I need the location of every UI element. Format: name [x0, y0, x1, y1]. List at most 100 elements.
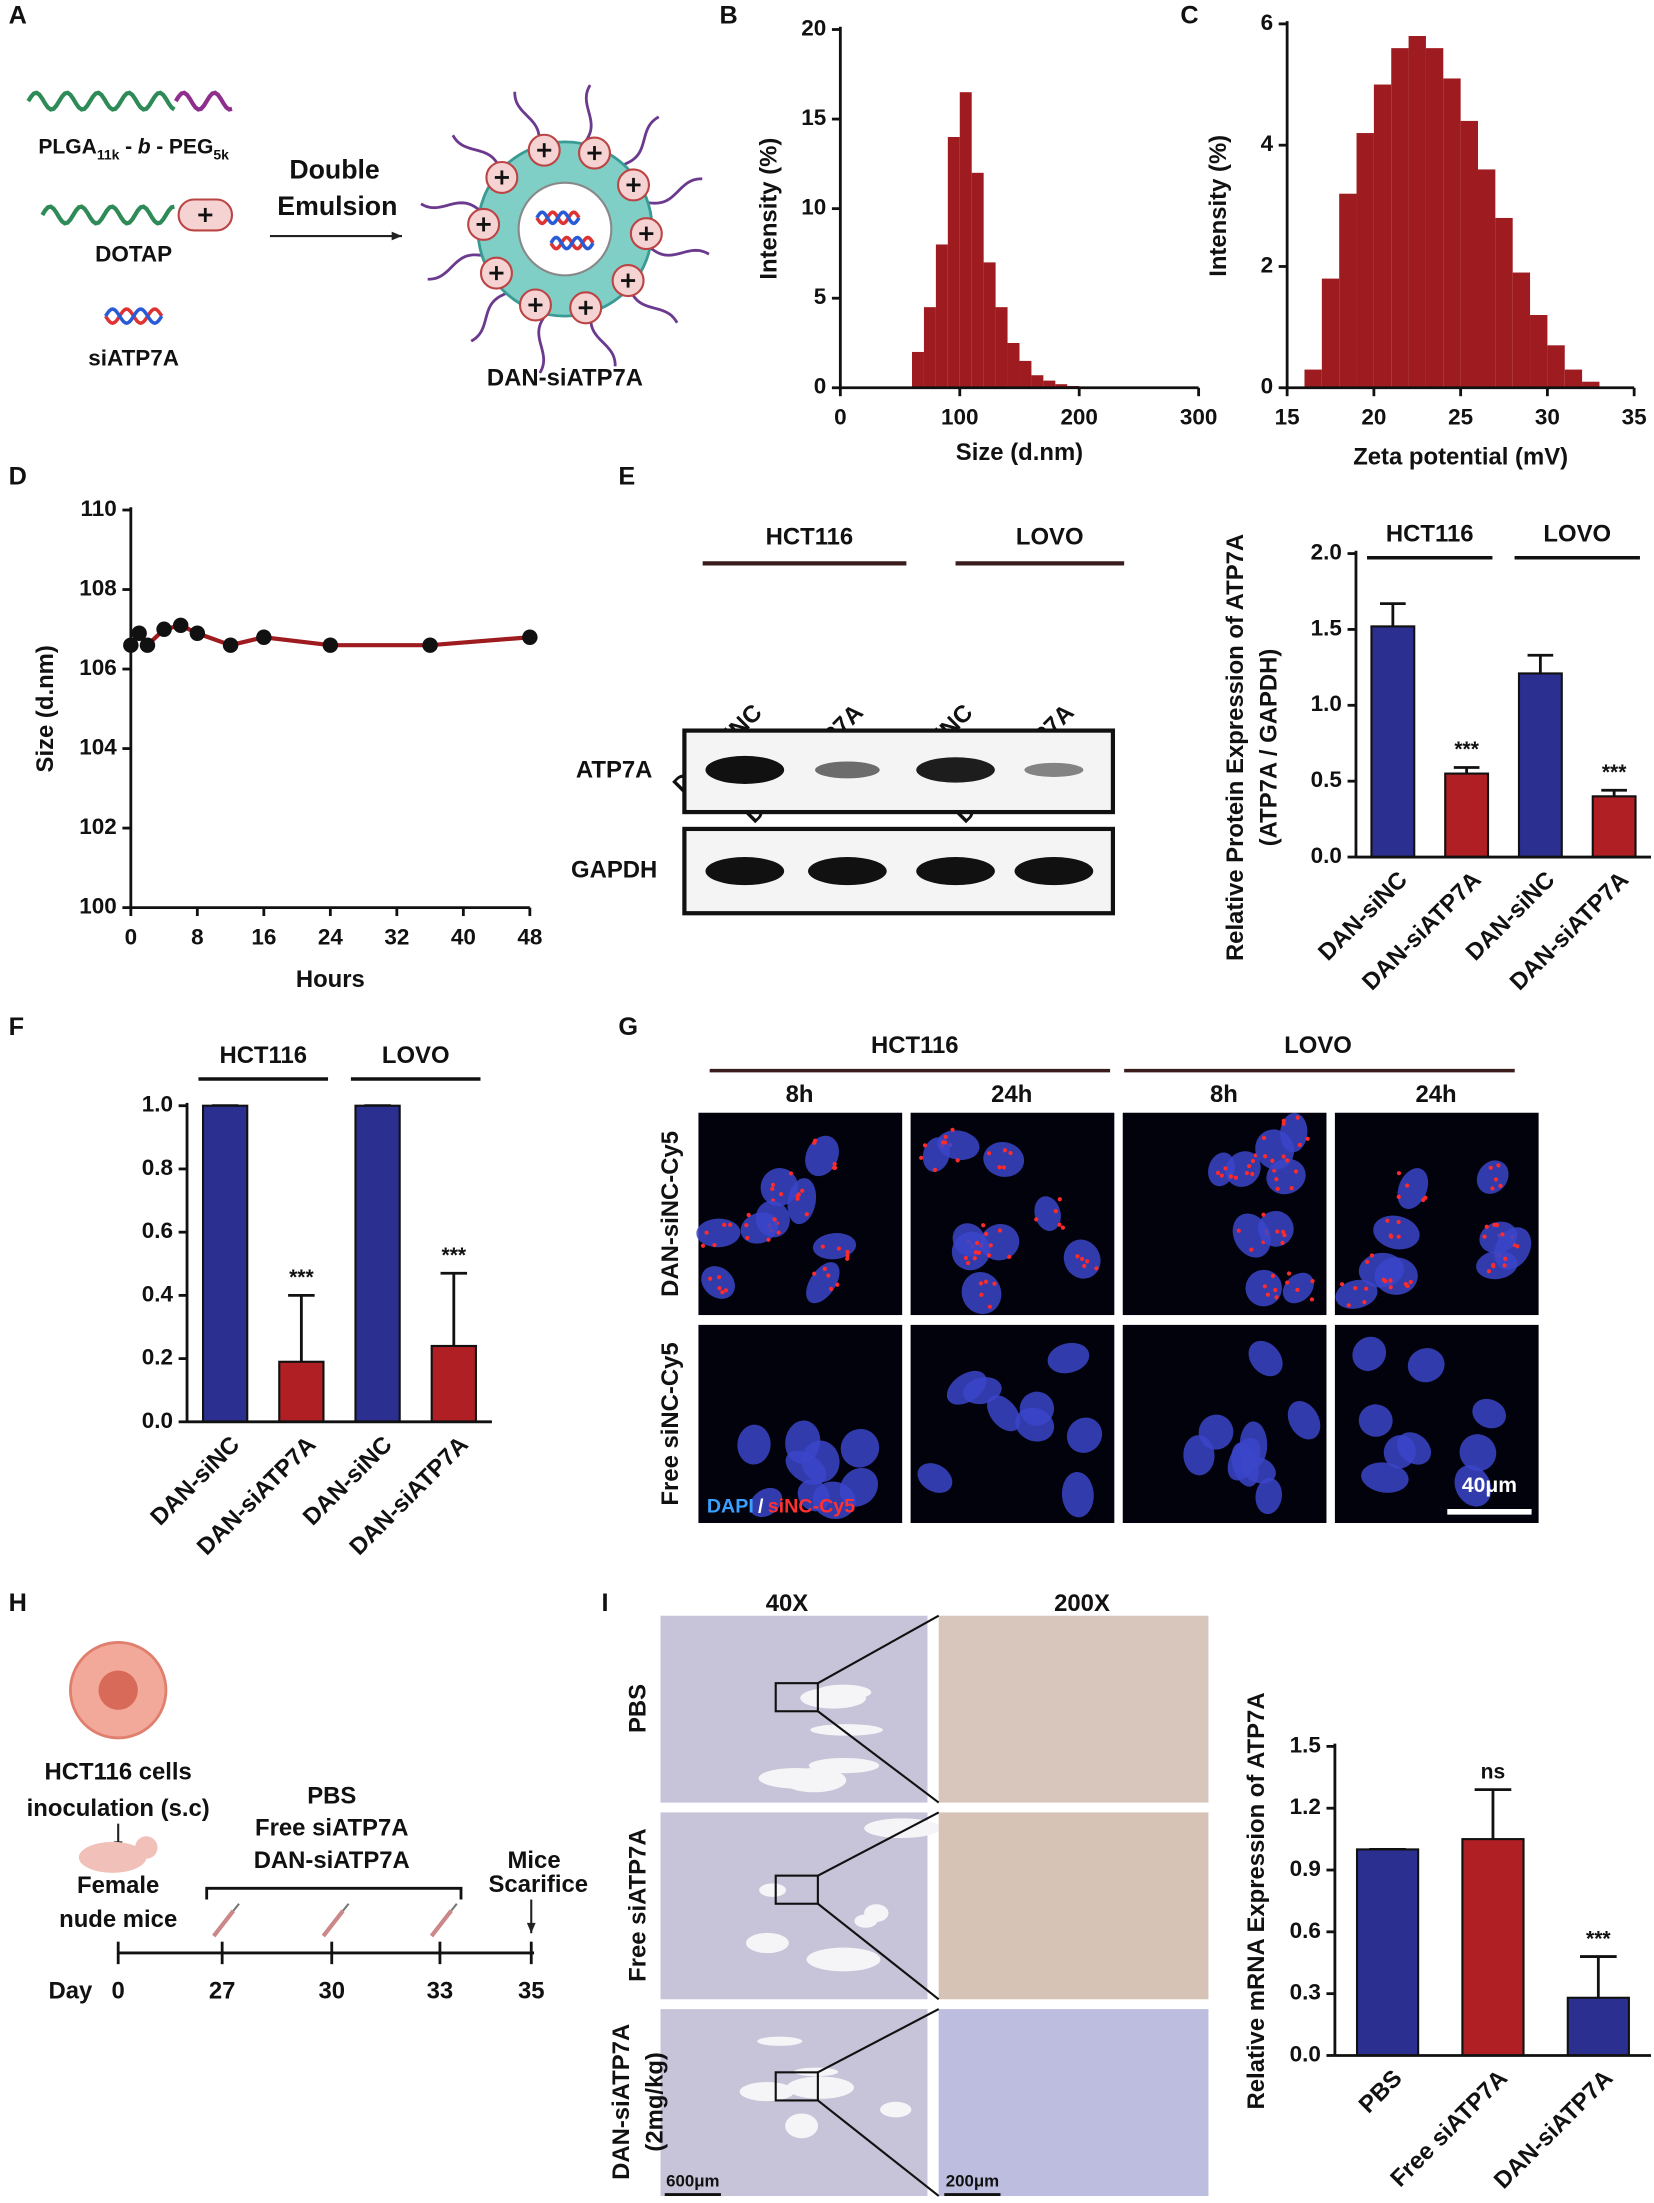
- polymer-label-part: -: [125, 135, 132, 158]
- histogram-bar: [1339, 193, 1357, 388]
- x-tick-label: 16: [251, 924, 276, 949]
- peg-tail: [620, 115, 660, 168]
- cy5-signal: [978, 1281, 984, 1286]
- cy5-signal: [728, 1222, 733, 1227]
- cy5-signal: [1274, 1295, 1279, 1300]
- y-axis-label: Relative mRNA Expression of ATP7A: [1243, 1692, 1270, 2109]
- histogram-bar: [1582, 381, 1600, 388]
- cy5-signal: [1305, 1136, 1310, 1141]
- cy5-signal: [1493, 1177, 1499, 1182]
- cy5-signal: [812, 1140, 817, 1145]
- cy5-signal: [1275, 1186, 1280, 1191]
- cy5-signal: [919, 1155, 924, 1160]
- peg-tail: [427, 253, 486, 281]
- x-tick-label: 35: [1622, 405, 1647, 430]
- point: [156, 621, 172, 638]
- x-tick-label: 40: [451, 924, 476, 949]
- tissue-gap: [864, 1818, 941, 1839]
- y-tick-label: 108: [79, 575, 117, 600]
- nucleus: [1454, 1465, 1492, 1507]
- x-tick-label: 300: [1180, 405, 1217, 430]
- tissue-gap: [739, 2082, 795, 2102]
- nucleus: [805, 1135, 839, 1177]
- treatment-label: PBS: [307, 1782, 356, 1809]
- blot-band: [916, 857, 995, 886]
- y-tick-label: 102: [79, 814, 117, 839]
- point: [139, 637, 156, 653]
- cy5-signal: [943, 1134, 948, 1140]
- zoom-line: [817, 1614, 940, 1685]
- point: [131, 625, 147, 641]
- cy5-signal: [1396, 1219, 1401, 1225]
- cy5-signal: [1223, 1166, 1228, 1171]
- component-label: siATP7A: [88, 346, 179, 371]
- y-axis-label: (ATP7A / GAPDH): [1256, 649, 1283, 847]
- cy5-signal: [973, 1250, 979, 1255]
- group-label: LOVO: [382, 1042, 450, 1069]
- histology-200x: [938, 1615, 1209, 1803]
- nucleus: [917, 1463, 953, 1493]
- tissue-gap: [745, 1932, 789, 1954]
- histogram-bar: [1530, 314, 1548, 388]
- y-tick-label: 1.5: [1290, 1732, 1321, 1757]
- histogram-bar: [995, 307, 1008, 388]
- significance-label: ***: [1454, 738, 1479, 761]
- cy5-signal: [997, 1228, 1003, 1233]
- tissue-gap: [785, 2113, 819, 2139]
- nucleus: [983, 1142, 1025, 1177]
- histogram-bar: [959, 92, 972, 388]
- cy5-signal: [1491, 1262, 1496, 1268]
- peg-tail: [644, 177, 703, 205]
- cy5-signal: [832, 1161, 837, 1167]
- nucleus: [1358, 1404, 1393, 1437]
- cy5-signal: [1369, 1253, 1375, 1258]
- polymer-chain: [26, 90, 176, 112]
- cy5-signal: [1396, 1171, 1402, 1176]
- nucleus: [1459, 1434, 1497, 1472]
- time-label: 8h: [786, 1081, 814, 1108]
- cy5-signal: [1281, 1154, 1286, 1159]
- histogram-bar: [1425, 48, 1444, 388]
- time-label: 24h: [1415, 1081, 1456, 1108]
- nucleus: [785, 1420, 821, 1464]
- cy5-signal: [1215, 1170, 1221, 1175]
- cy5-signal: [717, 1275, 722, 1280]
- cy5-signal: [1286, 1271, 1292, 1276]
- cy5-signal: [766, 1237, 771, 1242]
- panel-letter: B: [720, 2, 738, 30]
- x-tick-label: 30: [1535, 405, 1560, 430]
- tissue-gap: [758, 1768, 833, 1789]
- nucleus: [1479, 1221, 1518, 1254]
- cy5-signal: [1396, 1194, 1401, 1199]
- nucleus: [1407, 1348, 1445, 1383]
- nucleus: [1061, 1471, 1094, 1518]
- scale-label: 40μm: [1462, 1474, 1517, 1497]
- cy5-signal: [845, 1253, 850, 1258]
- cy5-signal: [835, 1282, 840, 1287]
- cy5-signal: [1515, 1244, 1520, 1249]
- row-label: DAN-siNC-Cy5: [657, 1131, 684, 1297]
- cy5-signal: [822, 1266, 827, 1271]
- cy5-signal: [1270, 1273, 1276, 1278]
- cy5-signal: [1270, 1158, 1275, 1163]
- cy5-signal: [1281, 1118, 1286, 1123]
- cy5-signal: [700, 1243, 706, 1248]
- y-tick-label: 106: [79, 655, 117, 680]
- nucleus: [740, 1212, 779, 1244]
- cy5-signal: [746, 1212, 751, 1218]
- day-label: 35: [518, 1978, 545, 2005]
- cy5-signal: [1295, 1115, 1300, 1120]
- y-axis-label: Intensity (%): [755, 138, 782, 280]
- cy5-signal: [950, 1127, 955, 1132]
- tissue-gap: [800, 1687, 867, 1709]
- cy5-signal: [1219, 1173, 1224, 1178]
- point: [256, 629, 272, 645]
- syringe-icon: [429, 1909, 453, 1938]
- tissue-gap: [880, 2101, 912, 2118]
- bar: [430, 1344, 477, 1423]
- significance-label: ***: [1602, 761, 1627, 784]
- zoom-box: [774, 1874, 819, 1905]
- cy5-signal: [1396, 1234, 1401, 1239]
- cy5-signal: [1265, 1292, 1271, 1297]
- arrow-head: [391, 231, 402, 241]
